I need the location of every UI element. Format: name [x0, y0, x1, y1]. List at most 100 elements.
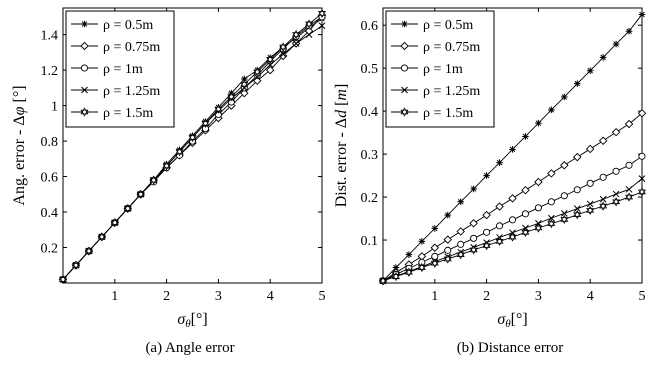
distance-data-point: [521, 185, 530, 195]
distance-data-point: [534, 223, 543, 233]
distance-series-2: [379, 152, 646, 285]
angle-data-point: [241, 75, 248, 83]
distance-data-point: [496, 159, 503, 166]
angle-data-point: [136, 189, 145, 199]
distance-data-point: [586, 200, 594, 208]
distance-data-point: [483, 172, 490, 179]
angle-legend-marker: [81, 86, 88, 94]
distance-data-point: [561, 93, 568, 101]
distance-data-point: [547, 214, 555, 222]
distance-data-point: [547, 219, 556, 229]
angle-y-tick-label: 0.6: [41, 171, 59, 186]
angle-legend-label: ρ = 1.5m: [103, 106, 153, 121]
distance-data-point: [521, 227, 530, 237]
angle-x-tick-label: 1: [111, 289, 118, 304]
distance-data-point: [469, 245, 478, 255]
distance-legend-entry: ρ = 0.75m: [391, 40, 480, 55]
angle-legend-label: ρ = 0.75m: [103, 40, 160, 55]
distance-data-point: [483, 228, 491, 236]
angle-legend-marker: [80, 41, 89, 51]
distance-data-point: [535, 119, 542, 127]
distance-data-point: [625, 192, 634, 202]
distance-x-tick-label: 5: [639, 289, 646, 304]
distance-x-tick-label: 3: [535, 289, 542, 304]
angle-legend-marker: [80, 64, 89, 72]
distance-data-point: [586, 179, 594, 187]
distance-data-point: [430, 243, 440, 253]
distance-legend-marker: [401, 20, 408, 28]
angle-data-point: [265, 65, 275, 75]
distance-data-point: [379, 276, 387, 286]
angle-data-point: [188, 132, 197, 143]
distance-legend-entry: ρ = 1m: [391, 62, 463, 77]
distance-data-point: [573, 210, 582, 220]
distance-data-point: [456, 250, 465, 260]
angle-data-point: [305, 31, 313, 38]
distance-legend-label: ρ = 1.25m: [423, 84, 480, 99]
distance-data-point: [522, 133, 529, 140]
distance-legend-label: ρ = 0.5m: [423, 18, 473, 33]
distance-data-point: [573, 205, 581, 213]
distance-data-point: [495, 202, 504, 211]
distance-data-point: [560, 192, 568, 200]
distance-legend-marker: [400, 64, 409, 72]
distance-y-tick-label: 0.5: [361, 62, 379, 77]
distance-y-tick-label: 0.2: [361, 191, 379, 206]
distance-data-point: [638, 152, 646, 160]
distance-data-point: [470, 185, 477, 193]
distance-legend: ρ = 0.5m ρ = 0.75m ρ = 1m ρ = 1.25m ρ = 1.5m: [385, 10, 495, 128]
angle-data-point: [110, 218, 119, 228]
angle-data-point: [97, 232, 106, 242]
distance-data-point: [495, 222, 504, 230]
distance-data-point: [404, 267, 413, 277]
distance-data-point: [573, 186, 581, 194]
angle-data-point: [71, 260, 80, 270]
distance-data-point: [560, 214, 569, 225]
angle-x-tick-label: 3: [215, 289, 222, 304]
angle-legend-entry: ρ = 1m: [71, 62, 143, 77]
angle-data-point: [278, 51, 288, 61]
distance-data-point: [418, 238, 426, 245]
distance-x-axis-label: σθ[°]: [497, 311, 527, 330]
distance-chart: 1 2 3 4 5 0.1 0.2 0.3 0.4 0.5 0.6 ρ = 0.5m ρ = 0.75m…: [333, 7, 647, 356]
angle-series-4: [59, 8, 326, 285]
angle-data-point: [253, 73, 261, 81]
angle-data-point: [318, 8, 326, 18]
distance-data-point: [431, 252, 439, 260]
angle-data-point: [305, 19, 314, 29]
distance-data-point: [548, 106, 555, 114]
angle-legend-entry: ρ = 1.5m: [71, 106, 153, 121]
distance-data-point: [599, 54, 607, 61]
distance-data-point: [430, 258, 439, 268]
distance-data-point: [521, 210, 530, 218]
angle-y-tick-label: 0.8: [41, 135, 59, 150]
angle-x-axis-label: σθ[°]: [177, 311, 207, 330]
distance-x-tick-label: 4: [587, 289, 594, 304]
angle-data-point: [227, 92, 236, 102]
angle-x-tick-label: 5: [319, 289, 326, 304]
angle-data-point: [162, 161, 171, 171]
angle-data-point: [279, 42, 288, 52]
distance-data-point: [470, 234, 478, 242]
distance-data-point: [508, 232, 517, 242]
distance-data-point: [417, 262, 426, 273]
distance-data-point: [599, 173, 607, 181]
distance-data-point: [405, 251, 413, 258]
distance-data-point: [508, 216, 517, 224]
angle-data-point: [279, 50, 287, 58]
angle-y-tick-label: 1: [51, 100, 58, 115]
angle-y-tick-label: 0.2: [41, 242, 59, 257]
distance-data-point: [625, 27, 633, 35]
angle-legend: ρ = 0.5m ρ = 0.75m ρ = 1m ρ = 1.25m ρ = 1.5m: [65, 10, 175, 128]
distance-data-point: [444, 211, 452, 219]
distance-data-point: [431, 225, 439, 232]
distance-data-point: [573, 80, 581, 87]
distance-data-point: [612, 40, 620, 48]
distance-data-point: [599, 195, 607, 203]
angle-data-point: [175, 147, 184, 157]
distance-data-point: [443, 254, 452, 264]
angle-data-point: [292, 30, 301, 40]
angle-data-point: [292, 40, 300, 47]
